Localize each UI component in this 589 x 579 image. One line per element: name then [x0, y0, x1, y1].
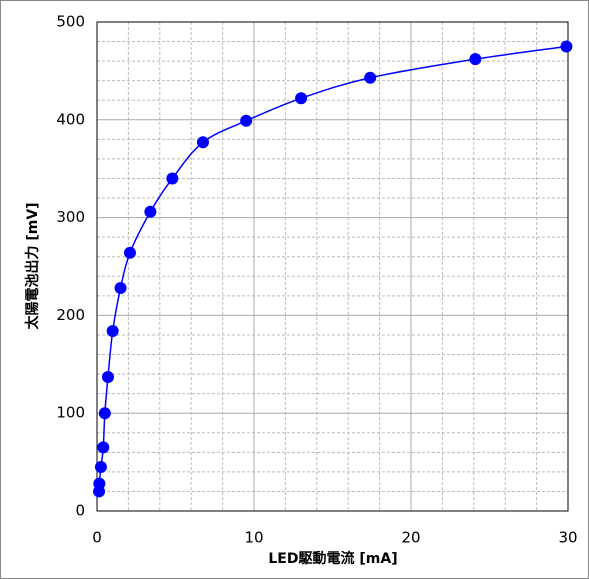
data-point [93, 477, 106, 490]
plot-area [97, 22, 568, 511]
x-tick-label: 30 [558, 529, 577, 547]
data-point [97, 441, 110, 454]
data-point [364, 71, 377, 84]
x-tick-label: 10 [244, 529, 263, 547]
x-axis-title: LED駆動電流 [mA] [268, 550, 397, 567]
data-point [166, 172, 179, 185]
data-point [469, 53, 482, 66]
y-tick-label: 100 [56, 404, 85, 422]
data-point [240, 114, 253, 127]
y-tick-label: 0 [75, 502, 85, 520]
data-point [123, 246, 136, 259]
y-tick-label: 500 [56, 13, 85, 31]
data-point [196, 136, 209, 149]
plot-border [96, 21, 569, 512]
data-point [560, 40, 573, 53]
y-tick-label: 200 [56, 306, 85, 324]
data-point [114, 282, 127, 295]
data-point [98, 407, 111, 420]
x-tick-label: 0 [92, 529, 102, 547]
data-point [101, 371, 114, 384]
y-tick-label: 300 [56, 208, 85, 226]
y-tick-label: 400 [56, 110, 85, 128]
data-point [144, 205, 157, 218]
data-point [106, 325, 119, 338]
y-axis-title: 太陽電池出力 [mV] [24, 202, 41, 329]
data-point [94, 460, 107, 473]
data-point [295, 92, 308, 105]
x-tick-label: 20 [401, 529, 420, 547]
